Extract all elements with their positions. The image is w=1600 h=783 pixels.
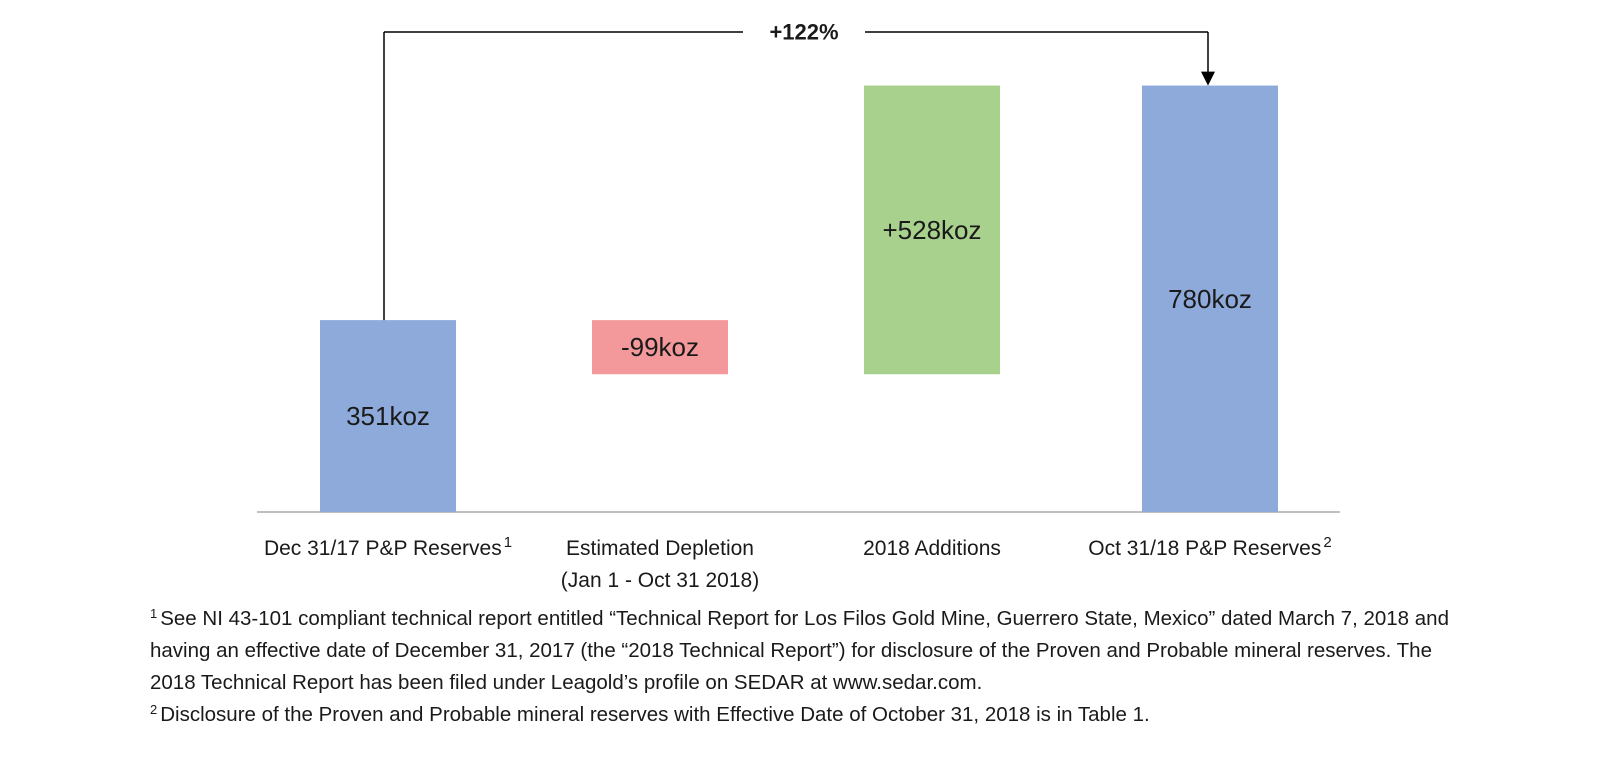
footnote-2-text: Disclosure of the Proven and Probable mi… xyxy=(160,703,1150,726)
bar-2 xyxy=(864,85,1000,375)
category-superscript-3: 2 xyxy=(1323,534,1331,551)
bracket-arrowhead xyxy=(1201,71,1215,86)
bar-label-1: -99koz xyxy=(621,332,699,362)
footnote-1-text: See NI 43-101 compliant technical report… xyxy=(150,607,1449,694)
category-label-3: Oct 31/18 P&P Reserves 2 xyxy=(1088,534,1331,560)
footnotes: 1 See NI 43-101 compliant technical repor… xyxy=(150,603,1450,731)
category-label-1-line-0: Estimated Depletion xyxy=(566,537,754,560)
footnote-1-marker: 1 xyxy=(150,606,158,621)
footnote-2-marker: 2 xyxy=(150,702,158,717)
bar-label-3: 780koz xyxy=(1168,284,1252,314)
footnote-1: 1 See NI 43-101 compliant technical repor… xyxy=(150,603,1450,699)
growth-percent-label: +122% xyxy=(769,20,838,45)
category-superscript-0: 1 xyxy=(504,534,512,551)
category-label-1-line-1: (Jan 1 - Oct 31 2018) xyxy=(561,569,759,592)
bar-label-2: +528koz xyxy=(882,215,981,245)
category-label-2: 2018 Additions xyxy=(863,537,1001,560)
category-label-0: Dec 31/17 P&P Reserves 1 xyxy=(264,534,512,560)
footnote-2: 2 Disclosure of the Proven and Probable m… xyxy=(150,699,1450,731)
bar-1 xyxy=(592,320,728,375)
bar-label-0: 351koz xyxy=(346,401,430,431)
waterfall-chart: 351koz Dec 31/17 P&P Reserves 1 -99koz Estim… xyxy=(257,20,1340,592)
bar-3 xyxy=(1142,85,1278,513)
bar-0 xyxy=(320,320,456,512)
